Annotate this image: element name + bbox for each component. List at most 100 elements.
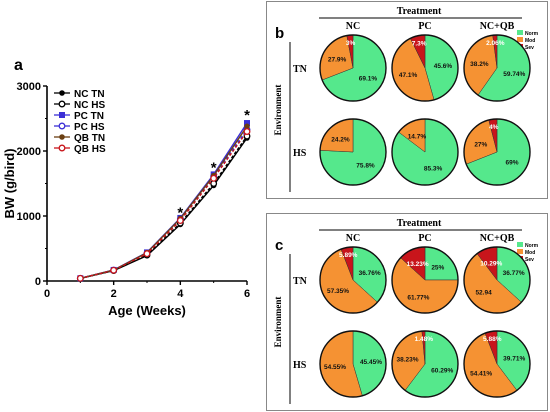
pie-outline-1-2 — [463, 330, 531, 398]
pie-outline-1-2 — [463, 118, 531, 186]
column-header-0: NC — [346, 21, 360, 32]
significance-marker-1: * — [211, 160, 217, 177]
x-tick-label-0: 0 — [44, 288, 50, 300]
series-line-5 — [80, 131, 248, 280]
legend-label-2: Sev — [525, 45, 534, 51]
pie-label-0-1-1: 47.1% — [399, 72, 418, 79]
pie-label-0-2-0: 36.77% — [503, 270, 525, 277]
x-axis-title: Age (Weeks) — [108, 303, 186, 318]
pie-label-1-0-0: 45.45% — [360, 359, 382, 366]
pie-label-1-1-1: 38.23% — [397, 357, 419, 364]
pie-label-1-0-0: 75.8% — [356, 163, 375, 170]
pie-label-0-2-1: 52.94 — [475, 290, 492, 297]
legend-label-0: NC TN — [74, 89, 105, 100]
legend-swatch-1 — [517, 37, 523, 42]
data-point-2-5 — [244, 120, 250, 127]
pie-outline-1-0 — [319, 330, 387, 398]
significance-marker-0: * — [177, 204, 183, 221]
column-header-1: PC — [418, 21, 431, 32]
data-point-5-2 — [143, 250, 151, 258]
pie-outline-0-2 — [463, 246, 531, 314]
pie-label-0-2-0: 59.74% — [503, 71, 525, 78]
pie-outline-0-2 — [463, 34, 531, 102]
pie-label-0-1-0: 25% — [431, 265, 444, 272]
pie-label-0-0-0: 36.76% — [359, 270, 381, 277]
row-label-0: TN — [293, 64, 308, 75]
legend-marker-2 — [59, 112, 65, 118]
series-line-0 — [80, 137, 248, 280]
pie-label-0-0-1: 57.35% — [327, 288, 349, 295]
environment-label: Environment — [273, 297, 283, 348]
data-point-5-0 — [76, 274, 84, 282]
pie-label-0-0-1: 27.9% — [328, 57, 347, 64]
panel-label-c-text: c — [275, 237, 283, 254]
series-line-4 — [80, 125, 248, 279]
legend-swatch-1 — [517, 249, 523, 254]
body-weight-chart: a 0 1000 2000 3000 0 2 4 6 Age (Weeks) BW (g/bird)… — [2, 57, 251, 318]
pie-label-1-2-0: 69% — [506, 160, 519, 167]
legend-label-5: QB HS — [74, 144, 106, 155]
pie-label-0-0-0: 69.1% — [359, 76, 378, 83]
significance-marker-2: * — [244, 107, 250, 124]
legend-label-0: Norm — [525, 243, 539, 249]
y-tick-label-0: 0 — [35, 276, 41, 288]
data-point-5-5 — [243, 128, 251, 135]
legend-label-1: Mod — [525, 38, 535, 44]
pie-outline-0-1 — [391, 34, 459, 102]
legend-label-3: PC HS — [74, 122, 105, 133]
pie-label-0-1-1: 61.77% — [407, 294, 429, 301]
x-tick-label-2: 4 — [177, 288, 184, 300]
legend-label-0: Norm — [525, 31, 539, 37]
pie-label-1-1-0: 85.3% — [424, 166, 443, 173]
row-label-0: TN — [293, 276, 308, 287]
pie-outline-0-1 — [391, 246, 459, 314]
treatment-header: Treatment — [397, 6, 442, 17]
legend-label-4: QB TN — [74, 133, 105, 144]
legend-label-1: Mod — [525, 250, 535, 256]
y-tick-label-2: 2000 — [17, 146, 41, 158]
y-tick-label-1: 1000 — [17, 211, 41, 223]
panel-a-line-chart: a 0 1000 2000 3000 0 2 4 6 Age (Weeks) BW (g/bird)… — [0, 0, 262, 412]
legend-marker-1 — [58, 100, 66, 108]
pie-outline-0-0 — [319, 34, 387, 102]
pie-label-1-1-2: 1.48% — [415, 336, 434, 343]
y-axis-title: BW (g/bird) — [2, 148, 17, 218]
pie-label-1-2-1: 27% — [474, 141, 487, 148]
legend-label-2: PC TN — [74, 111, 104, 122]
pie-label-0-0-2: 3% — [346, 40, 356, 47]
pie-label-0-2-2: 2.06% — [486, 40, 505, 47]
environment-label: Environment — [273, 85, 283, 136]
y-tick-label-3: 3000 — [17, 81, 41, 93]
pie-label-1-1-1: 14.7% — [408, 133, 427, 140]
legend-label-2: Sev — [525, 257, 534, 263]
pie-label-1-0-1: 24.2% — [331, 136, 350, 143]
legend-swatch-0 — [517, 242, 523, 247]
legend-marker-0 — [59, 90, 65, 96]
column-header-0: NC — [346, 233, 360, 244]
legend-marker-3 — [58, 122, 66, 130]
pie-label-1-1-0: 60.29% — [431, 367, 453, 374]
panel-b-pie-grid: b Treatment NC PC NC+QB Environment TN HS Norm Mo… — [266, 1, 548, 199]
pie-label-0-0-2: 5.89% — [339, 252, 358, 259]
legend-marker-5 — [58, 144, 66, 152]
treatment-header: Treatment — [397, 218, 442, 229]
pie-label-1-0-1: 54.55% — [324, 364, 346, 371]
x-tick-label-3: 6 — [244, 288, 250, 300]
legend-label-1: NC HS — [74, 100, 105, 111]
pie-outline-1-1 — [391, 118, 459, 186]
column-header-1: PC — [418, 233, 431, 244]
pie-outline-0-0 — [319, 246, 387, 314]
data-point-5-3 — [176, 217, 184, 224]
pie-label-1-2-1: 54.41% — [470, 370, 492, 377]
pie-label-1-2-0: 39.71% — [503, 356, 525, 363]
row-label-1: HS — [293, 360, 307, 371]
pie-label-0-2-1: 38.2% — [470, 61, 489, 68]
column-header-2: NC+QB — [480, 21, 515, 32]
pie-label-0-1-2: 13.23% — [407, 261, 429, 268]
data-point-5-4 — [210, 174, 218, 182]
legend-swatch-0 — [517, 30, 523, 35]
panel-c-pie-grid: c Treatment NC PC NC+QB Environment TN HS Norm Mo… — [266, 213, 548, 411]
pie-label-0-1-2: 7.3% — [412, 40, 427, 47]
panel-label-a: a — [14, 57, 23, 74]
data-point-4-5 — [244, 123, 250, 130]
